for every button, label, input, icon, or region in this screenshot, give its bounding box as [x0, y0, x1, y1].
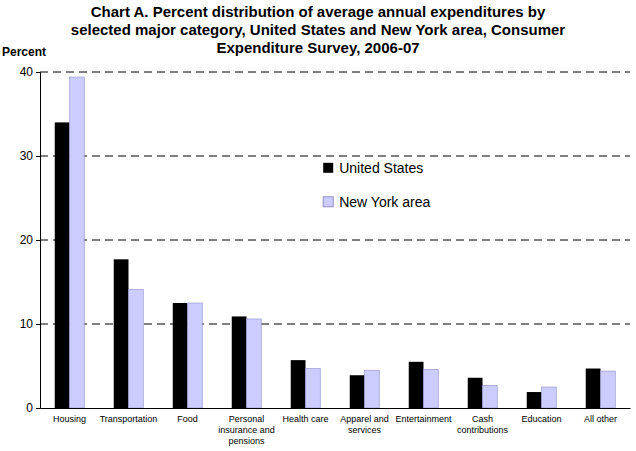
y-tick-label: 10: [20, 317, 34, 331]
text-line: Cash: [472, 414, 493, 424]
x-tick-label: All other: [584, 414, 617, 424]
text-line: All other: [584, 414, 617, 424]
y-tick-label: 30: [20, 149, 34, 163]
legend: United States New York area: [323, 160, 430, 210]
text-line: insurance and: [218, 425, 275, 435]
x-tick: Personalinsurance andpensions: [218, 408, 275, 446]
grid-line: [40, 72, 630, 73]
y-axis-label: Percent: [2, 45, 46, 59]
x-tick: Education: [521, 408, 561, 424]
legend-swatch: [323, 163, 333, 173]
text-line: Health care: [282, 414, 328, 424]
bar: [291, 360, 306, 408]
grid-line: [40, 156, 630, 157]
text-line: pensions: [228, 436, 265, 446]
text-line: Apparel and: [340, 414, 389, 424]
x-tick-label: Food: [177, 414, 198, 424]
x-tick-label: Apparel andservices: [340, 414, 389, 435]
bar: [409, 362, 424, 408]
legend-label: New York area: [339, 194, 430, 210]
x-tick: Apparel andservices: [340, 408, 389, 435]
bar-series: [55, 122, 601, 408]
y-tick: 10: [20, 317, 40, 331]
text-line: selected major category, United States a…: [71, 21, 566, 38]
text-line: Transportation: [100, 414, 158, 424]
text-line: Food: [177, 414, 198, 424]
x-tick: All other: [584, 408, 617, 424]
plot: 0 10 20 30 40 Housing Transportation Food Person…: [20, 65, 631, 446]
legend-item: New York area: [323, 194, 430, 210]
x-tick: Cashcontributions: [457, 408, 509, 435]
bar: [188, 303, 203, 408]
y-tick-mark: [36, 156, 40, 157]
bar: [424, 369, 439, 408]
bar: [306, 369, 321, 408]
x-tick-label: Transportation: [100, 414, 158, 424]
y-tick-mark: [36, 408, 40, 409]
x-tick-label: Cashcontributions: [457, 414, 509, 435]
bar: [247, 319, 262, 408]
y-tick-mark: [36, 324, 40, 325]
text-line: services: [348, 425, 382, 435]
text-line: Personal: [229, 414, 265, 424]
chart-title: Chart A. Percent distribution of average…: [71, 3, 566, 56]
bar-series: [70, 77, 616, 408]
x-tick-label: Health care: [282, 414, 328, 424]
bar: [601, 371, 616, 408]
text-line: Expenditure Survey, 2006-07: [216, 39, 419, 56]
x-tick: Health care: [282, 408, 328, 424]
legend-item: United States: [323, 160, 423, 176]
x-tick: Transportation: [100, 408, 158, 424]
x-tick: Entertainment: [395, 408, 452, 424]
bar: [586, 369, 601, 408]
bars: [55, 77, 616, 408]
bar: [365, 370, 380, 408]
x-tick: Food: [177, 408, 198, 424]
bar: [350, 375, 365, 408]
x-axis-line: [41, 408, 631, 409]
bar: [55, 122, 70, 408]
text-line: Chart A. Percent distribution of average…: [91, 3, 546, 20]
text-line: Entertainment: [395, 414, 452, 424]
y-axis-line: [36, 73, 41, 409]
y-tick-label: 0: [26, 401, 33, 415]
y-tick: 30: [20, 149, 40, 163]
y-tick: 0: [26, 401, 40, 415]
x-tick-label: Housing: [53, 414, 86, 424]
chart: Chart A. Percent distribution of average…: [0, 0, 636, 451]
x-tick-label: Education: [521, 414, 561, 424]
text-line: contributions: [457, 425, 509, 435]
bar: [527, 392, 542, 408]
y-tick: 20: [20, 233, 40, 247]
y-tick-label: 40: [20, 65, 34, 79]
x-tick-label: Entertainment: [395, 414, 452, 424]
bar: [114, 259, 129, 408]
bar: [129, 290, 144, 408]
legend-swatch: [323, 197, 333, 207]
y-tick: 40: [20, 65, 40, 79]
legend-label: United States: [339, 160, 423, 176]
y-axis: 0 10 20 30 40: [20, 65, 41, 415]
bar: [483, 385, 498, 408]
bar: [468, 378, 483, 408]
text-line: Housing: [53, 414, 86, 424]
x-tick-label: Personalinsurance andpensions: [218, 414, 275, 446]
text-line: Education: [521, 414, 561, 424]
bar: [542, 387, 557, 408]
y-tick-mark: [36, 240, 40, 241]
x-tick: Housing: [53, 408, 86, 424]
y-tick-label: 20: [20, 233, 34, 247]
x-axis: Housing Transportation Food Personalinsuran…: [41, 408, 631, 446]
bar: [232, 316, 247, 408]
bar: [173, 303, 188, 408]
bar: [70, 77, 85, 408]
y-tick-mark: [36, 72, 40, 73]
grid-line: [40, 240, 630, 241]
